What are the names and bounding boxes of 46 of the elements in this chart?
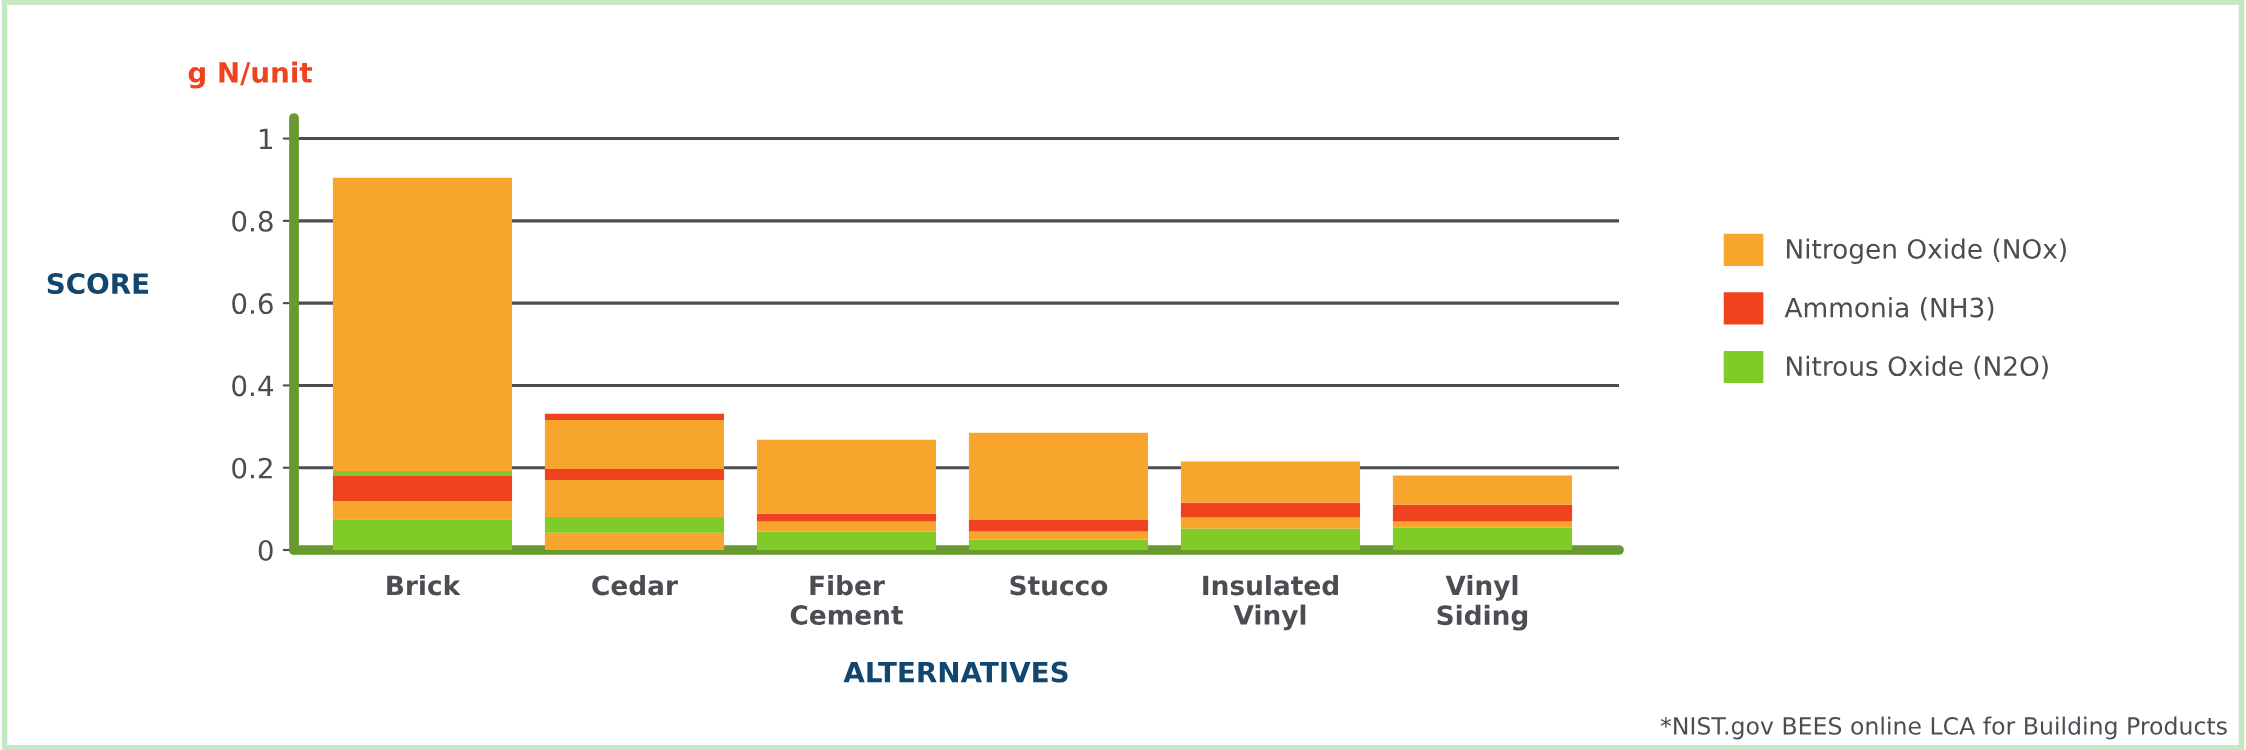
y-tick-label: 0.6 [232, 293, 273, 315]
bar [968, 531, 1149, 540]
bar [968, 539, 1149, 550]
bar [332, 475, 513, 502]
bar [332, 177, 513, 472]
bar [1180, 517, 1361, 529]
y-tick-label: 0 [258, 539, 273, 561]
bar [1392, 504, 1573, 522]
y-tick-label: 0.2 [232, 457, 272, 479]
x-tick-label: Fiber Cement [790, 575, 903, 625]
bar [544, 517, 725, 533]
x-tick-label: Cedar [592, 575, 678, 596]
legend-label: Ammonia (NH3) [1784, 297, 1994, 321]
bar [1180, 502, 1361, 518]
bar [544, 419, 725, 469]
bar [544, 468, 725, 481]
text: g N/unit [188, 61, 313, 89]
y-tick-label: 0.4 [232, 375, 273, 397]
x-tick-label: Brick [387, 575, 461, 596]
bar [968, 519, 1149, 532]
bar [332, 519, 513, 550]
bar [756, 531, 937, 550]
bar [1392, 527, 1573, 550]
x-tick-label: Insulated Vinyl [1203, 575, 1338, 631]
x-tick-label: Stucco [1010, 575, 1108, 596]
bar [1392, 475, 1573, 505]
bar [332, 501, 513, 520]
bar [756, 521, 937, 532]
bar [332, 471, 513, 476]
y-tick-label: 0.8 [232, 210, 273, 232]
legend-label: Nitrous Oxide (N2O) [1787, 355, 2048, 380]
bar [968, 432, 1149, 520]
bar [756, 513, 937, 522]
x-axis-title: ALTERNATIVES [843, 661, 1068, 683]
text: *NIST.gov BEES online LCA for Building Products [1660, 716, 2227, 740]
bar [544, 532, 725, 550]
bar [756, 439, 937, 514]
bar [1180, 461, 1361, 503]
y-tick-label: 1 [259, 128, 272, 150]
bar [544, 413, 725, 420]
bar [1392, 521, 1573, 528]
x-tick-label: Vinyl Siding [1437, 575, 1528, 631]
legend-label: Nitrogen Oxide (NOx) [1787, 238, 2066, 265]
bar [1180, 528, 1361, 550]
y-axis-title: SCORE [47, 273, 149, 295]
bar [544, 480, 725, 518]
